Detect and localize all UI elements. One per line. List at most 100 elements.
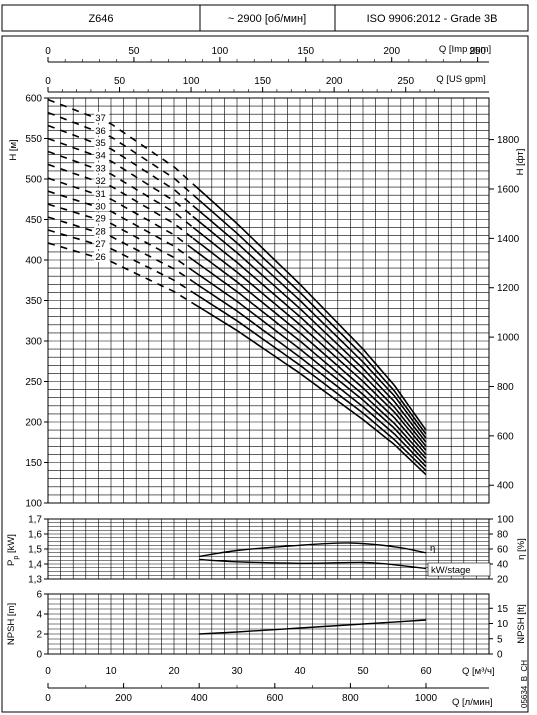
flow-tick-label: 50	[128, 46, 140, 57]
stage-label-34: 34	[95, 151, 106, 162]
m3h-tick-label: 30	[231, 666, 243, 677]
stage-label-bg	[94, 212, 110, 224]
head-curve-37	[192, 183, 427, 431]
head-curve-37-dashed	[47, 98, 194, 185]
eta-tick-label: 20	[497, 575, 509, 586]
h-ft-tick-label: 1800	[497, 135, 520, 146]
h-tick-label: 550	[25, 134, 42, 145]
head-curve-34-dashed	[47, 137, 194, 218]
bottom-flow-axes: 0 10 20 30 40 50 60 Q [м³/ч] 0 200 400 600 800 1000…	[45, 660, 529, 708]
head-curve-28-dashed	[47, 216, 194, 283]
lmin-tick-label: 800	[342, 693, 359, 704]
kw-stage-curve-label: kW/stage	[431, 565, 471, 576]
h-tick-label: 250	[25, 377, 42, 388]
kw-stage-curve	[199, 558, 427, 570]
head-curve-34	[192, 215, 427, 443]
flow-tick-label: 100	[212, 46, 229, 57]
npsh-tick-label: 6	[36, 590, 42, 601]
flow-tick-label: 50	[114, 76, 126, 87]
lmin-tick-label: 200	[115, 693, 132, 704]
h-tick-label: 350	[25, 296, 42, 307]
head-curve-33	[192, 226, 427, 447]
stage-label-36: 36	[95, 126, 106, 137]
head-curve-28	[192, 280, 427, 468]
top-flow-axes: Q [Imp gpm] Q [US gpm] 0 50 100 150 200 250 0…	[45, 44, 491, 93]
flow-tick-label: 250	[397, 76, 414, 87]
lmin-tick-label: 0	[45, 693, 51, 704]
flow-tick-label: 200	[326, 76, 343, 87]
stage-label-30: 30	[95, 201, 106, 212]
m3h-tick-label: 40	[294, 666, 306, 677]
flow-tick-label: 200	[383, 46, 400, 57]
p-tick-label: 1,6	[28, 530, 42, 541]
flow-tick-label: 0	[45, 46, 51, 57]
h-ft-tick-label: 1000	[497, 333, 520, 344]
stage-label-28: 28	[95, 227, 106, 238]
head-curve-31-dashed	[47, 177, 194, 250]
stage-label-32: 32	[95, 176, 106, 187]
h-tick-label: 600	[25, 94, 42, 105]
head-curve-36-dashed	[47, 111, 194, 196]
stage-label-27: 27	[95, 239, 106, 250]
head-panel: 600 550 500 450 400 350 300 250 200 150 100 1800 16…	[8, 94, 526, 510]
h-tick-label: 500	[25, 175, 42, 186]
head-curve-35-dashed	[47, 124, 194, 207]
stage-label-bg	[94, 200, 110, 212]
stage-label-bg	[94, 187, 110, 199]
imp-gpm-axis-label: Q [Imp gpm]	[439, 44, 491, 55]
npsh-curve	[199, 619, 427, 635]
head-curve-29-dashed	[47, 203, 194, 272]
stage-label-26: 26	[95, 252, 106, 263]
outer-frame	[1, 35, 529, 713]
h-ft-tick-label: 800	[497, 382, 514, 393]
eta-curve	[199, 542, 427, 558]
speed-label: ~ 2900 [об/мин]	[228, 13, 306, 25]
m3h-tick-label: 10	[105, 666, 117, 677]
stage-label-bg	[94, 238, 110, 250]
p-tick-label: 1,4	[28, 560, 42, 571]
head-curve-32	[192, 237, 427, 451]
npsh-tick-label: 2	[36, 630, 42, 641]
h-ft-axis-label: H [фт]	[515, 149, 526, 176]
lmin-axis-label: Q [л/мин]	[452, 697, 493, 708]
h-m-axis-label: H [м]	[8, 139, 19, 160]
head-curve-31	[192, 248, 427, 455]
eta-tick-label: 80	[497, 530, 509, 541]
p-tick-label: 1,5	[28, 545, 42, 556]
stage-label-bg	[94, 225, 110, 237]
m3h-tick-label: 0	[45, 666, 51, 677]
h-tick-label: 150	[25, 458, 42, 469]
h-ft-tick-label: 400	[497, 481, 514, 492]
p-kw-axis-label: Pp [kW]	[6, 534, 20, 566]
head-curve-35	[192, 205, 427, 439]
kw-stage-label-box	[427, 562, 491, 577]
h-ft-tick-label: 1400	[497, 234, 520, 245]
m3h-axis-label: Q [м³/ч]	[462, 666, 495, 677]
h-tick-label: 450	[25, 215, 42, 226]
power-efficiency-panel: 1,7 1,6 1,5 1,4 1,3 100 80 60 40 20 Pp [kW] η [%…	[6, 515, 527, 586]
npsh-ft-tick-label: 5	[497, 634, 503, 645]
eta-tick-label: 100	[497, 515, 514, 526]
h-tick-label: 400	[25, 256, 42, 267]
stage-label-29: 29	[95, 214, 106, 225]
npsh-ft-tick-label: 15	[497, 604, 509, 615]
flow-tick-label: 150	[297, 46, 314, 57]
stage-label-bg	[94, 111, 110, 123]
header-frame	[1, 4, 529, 32]
npsh-ft-axis-label: NPSH [ft]	[516, 604, 527, 644]
h-tick-label: 200	[25, 418, 42, 429]
stage-label-bg	[94, 137, 110, 149]
npsh-tick-label: 0	[36, 650, 42, 661]
h-tick-label: 300	[25, 337, 42, 348]
head-curve-27-dashed	[47, 229, 194, 294]
eta-tick-label: 60	[497, 545, 509, 556]
eta-axis-label: η [%]	[516, 538, 527, 560]
lmin-tick-label: 600	[266, 693, 283, 704]
npsh-ft-tick-label: 10	[497, 619, 509, 630]
lmin-tick-label: 400	[191, 693, 208, 704]
standard-label: ISO 9906:2012 - Grade 3B	[367, 13, 498, 25]
flow-tick-label: 0	[45, 76, 51, 87]
